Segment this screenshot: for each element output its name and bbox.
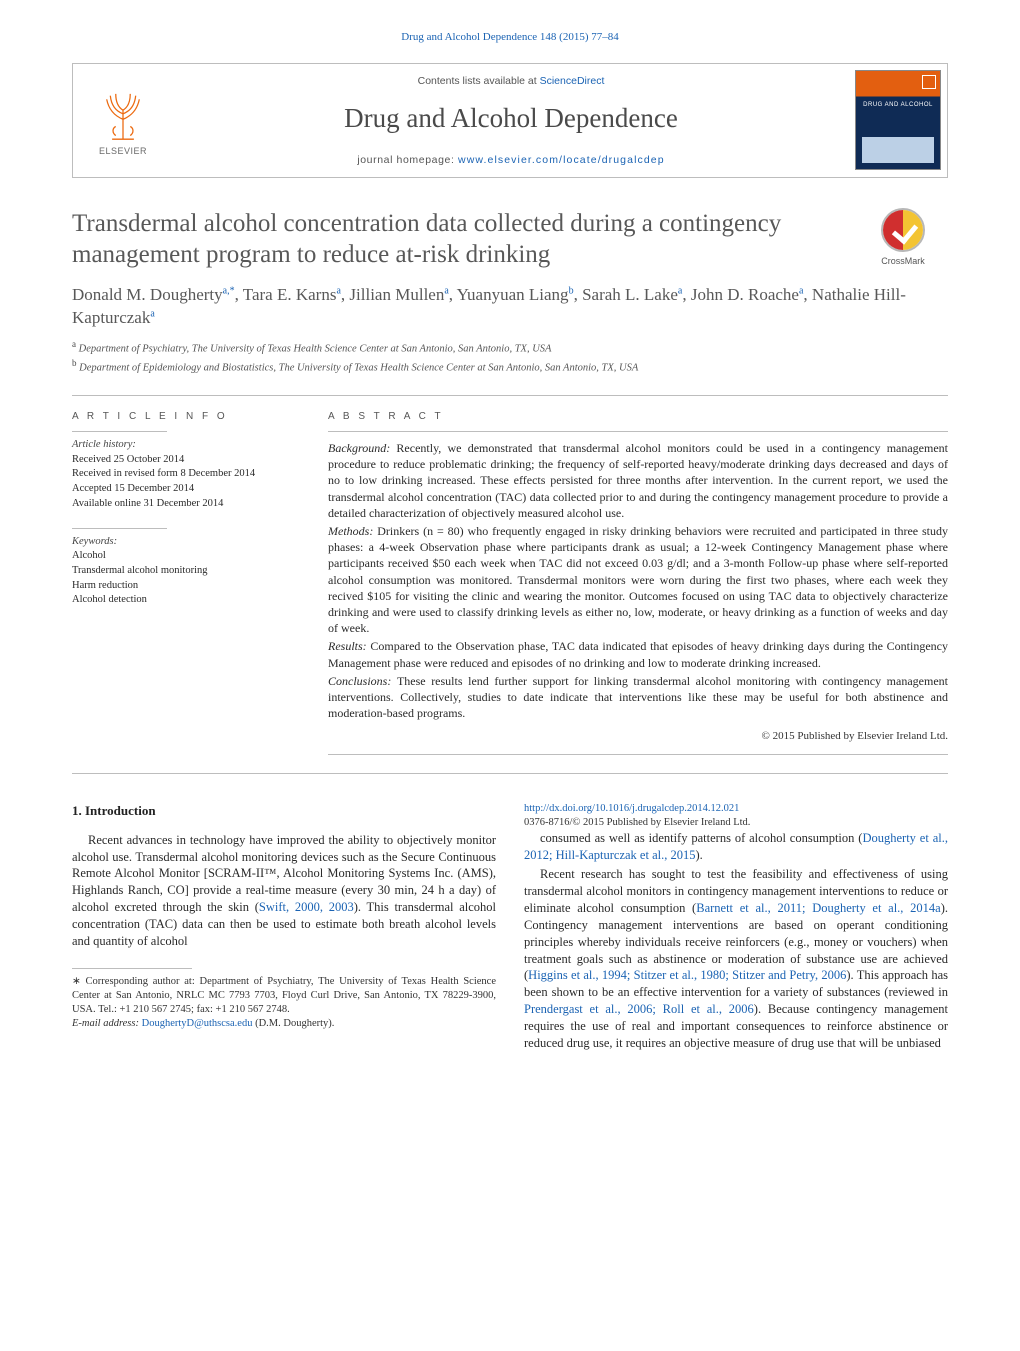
author-aff-marker: a xyxy=(150,309,154,320)
citation-link[interactable]: Higgins et al., 1994; Stitzer et al., 19… xyxy=(528,968,846,982)
masthead-center: Contents lists available at ScienceDirec… xyxy=(173,64,849,177)
aff-text: Department of Epidemiology and Biostatis… xyxy=(79,363,638,374)
abs-section-label: Methods: xyxy=(328,524,377,538)
rule xyxy=(72,431,167,432)
citation-link[interactable]: Swift, 2000, 2003 xyxy=(259,900,354,914)
history-item: Received in revised form 8 December 2014 xyxy=(72,467,298,482)
abs-section-label: Background: xyxy=(328,441,396,455)
cover-label: DRUG AND ALCOHOL xyxy=(856,101,940,109)
citation-link[interactable]: Prendergast et al., 2006; Roll et al., 2… xyxy=(524,1002,754,1016)
author-name: , Jillian Mullen xyxy=(341,285,444,304)
article-history: Article history: Received 25 October 201… xyxy=(72,438,298,511)
abs-section-text: Recently, we demonstrated that transderm… xyxy=(328,441,948,520)
body-para: Recent advances in technology have impro… xyxy=(72,832,496,950)
running-head-link[interactable]: Drug and Alcohol Dependence 148 (2015) 7… xyxy=(401,31,619,43)
rule xyxy=(72,968,192,969)
body-text: 1. Introduction Recent advances in techn… xyxy=(72,802,948,1052)
homepage-link[interactable]: www.elsevier.com/locate/drugalcdep xyxy=(458,154,665,166)
body-para: consumed as well as identify patterns of… xyxy=(524,830,948,864)
rule xyxy=(328,431,948,432)
contents-line: Contents lists available at ScienceDirec… xyxy=(183,74,839,88)
affiliations: a Department of Psychiatry, The Universi… xyxy=(72,338,948,376)
corresponding-footnote: ∗ Corresponding author at: Department of… xyxy=(72,975,496,1032)
keyword: Alcohol detection xyxy=(72,593,298,608)
citation-link[interactable]: Barnett et al., 2011; Dougherty et al., … xyxy=(696,901,940,915)
author-name: Donald M. Dougherty xyxy=(72,285,223,304)
keyword: Alcohol xyxy=(72,549,298,564)
keyword: Transdermal alcohol monitoring xyxy=(72,564,298,579)
rule xyxy=(72,773,948,774)
crossmark-badge[interactable]: CrossMark xyxy=(858,208,948,267)
abs-section-label: Results: xyxy=(328,639,370,653)
rule xyxy=(72,528,167,529)
aff-marker: a xyxy=(72,339,76,349)
article-info-col: A R T I C L E I N F O Article history: R… xyxy=(72,410,298,756)
author-name: , Yuanyuan Liang xyxy=(449,285,569,304)
rule xyxy=(72,395,948,396)
aff-marker: b xyxy=(72,358,77,368)
doi-link[interactable]: http://dx.doi.org/10.1016/j.drugalcdep.2… xyxy=(524,803,739,814)
homepage-prefix: journal homepage: xyxy=(357,154,458,166)
contents-prefix: Contents lists available at xyxy=(418,75,540,87)
authors: Donald M. Doughertya,*, Tara E. Karns a , … xyxy=(72,284,948,330)
sciencedirect-link[interactable]: ScienceDirect xyxy=(540,75,605,87)
article-info-heading: A R T I C L E I N F O xyxy=(72,410,298,424)
body-para: Recent research has sought to test the f… xyxy=(524,866,948,1052)
abs-section-text: Drinkers (n = 80) who frequently engaged… xyxy=(328,524,948,635)
running-head: Drug and Alcohol Dependence 148 (2015) 7… xyxy=(72,30,948,45)
abstract-para: Results: Compared to the Observation pha… xyxy=(328,638,948,670)
history-item: Received 25 October 2014 xyxy=(72,453,298,468)
keywords-label: Keywords: xyxy=(72,535,298,550)
issn-copyright: 0376-8716/© 2015 Published by Elsevier I… xyxy=(524,817,750,828)
author-name: , Sarah L. Lake xyxy=(574,285,678,304)
email-link[interactable]: DoughertyD@uthscsa.edu xyxy=(142,1018,253,1029)
affiliation: b Department of Epidemiology and Biostat… xyxy=(72,357,948,376)
keywords-block: Keywords: Alcohol Transdermal alcohol mo… xyxy=(72,535,298,608)
abstract-para: Methods: Drinkers (n = 80) who frequentl… xyxy=(328,523,948,636)
email-label: E-mail address: xyxy=(72,1018,142,1029)
article-title: Transdermal alcohol concentration data c… xyxy=(72,208,842,271)
author-name: , John D. Roache xyxy=(682,285,799,304)
elsevier-tree-icon xyxy=(94,83,152,141)
journal-cover-thumb: DRUG AND ALCOHOL xyxy=(855,70,941,170)
abs-section-text: These results lend further support for l… xyxy=(328,674,948,720)
author-aff-marker: a,* xyxy=(223,286,235,297)
abs-section-text: Compared to the Observation phase, TAC d… xyxy=(328,639,948,669)
corr-label: ∗ Corresponding author at: xyxy=(72,976,195,987)
abstract-col: A B S T R A C T Background: Recently, we… xyxy=(328,410,948,756)
email-suffix: (D.M. Dougherty). xyxy=(252,1018,334,1029)
text: ). xyxy=(695,848,702,862)
journal-name: Drug and Alcohol Dependence xyxy=(183,100,839,136)
publisher-logo-block: ELSEVIER xyxy=(73,64,173,177)
abstract-copyright: © 2015 Published by Elsevier Ireland Ltd… xyxy=(328,729,948,744)
doi-block: http://dx.doi.org/10.1016/j.drugalcdep.2… xyxy=(524,802,948,830)
section-heading: 1. Introduction xyxy=(72,802,496,820)
aff-text: Department of Psychiatry, The University… xyxy=(79,344,552,355)
history-label: Article history: xyxy=(72,438,298,453)
crossmark-icon xyxy=(881,208,925,252)
author-name: , Tara E. Karns xyxy=(235,285,337,304)
rule xyxy=(328,754,948,755)
abstract-heading: A B S T R A C T xyxy=(328,410,948,424)
publisher-name: ELSEVIER xyxy=(99,145,147,157)
keyword: Harm reduction xyxy=(72,579,298,594)
abstract-para: Conclusions: These results lend further … xyxy=(328,673,948,722)
text: consumed as well as identify patterns of… xyxy=(540,831,862,845)
crossmark-label: CrossMark xyxy=(858,255,948,267)
abstract-para: Background: Recently, we demonstrated th… xyxy=(328,440,948,521)
history-item: Available online 31 December 2014 xyxy=(72,497,298,512)
affiliation: a Department of Psychiatry, The Universi… xyxy=(72,338,948,357)
masthead-right: DRUG AND ALCOHOL xyxy=(849,64,947,177)
history-item: Accepted 15 December 2014 xyxy=(72,482,298,497)
masthead: ELSEVIER Contents lists available at Sci… xyxy=(72,63,948,178)
journal-homepage: journal homepage: www.elsevier.com/locat… xyxy=(183,153,839,167)
abs-section-label: Conclusions: xyxy=(328,674,397,688)
